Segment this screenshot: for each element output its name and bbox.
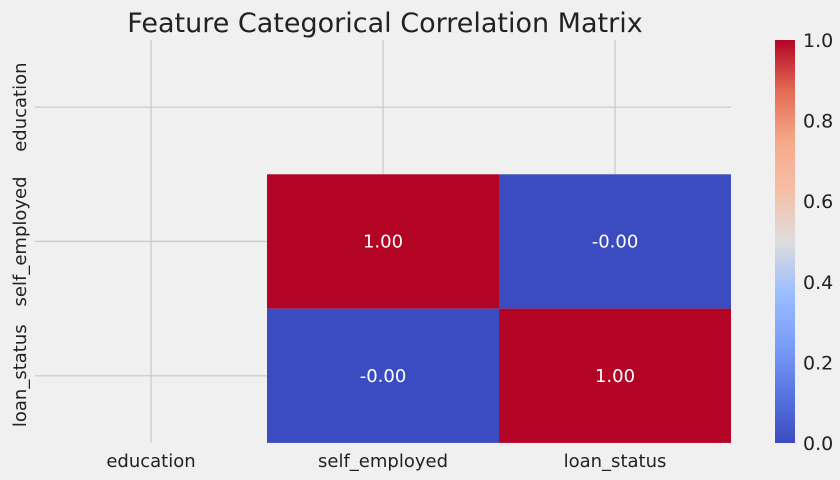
cell-value-label: -0.00	[360, 366, 407, 387]
chart-title: Feature Categorical Correlation Matrix	[127, 8, 642, 39]
colorbar-tick-label: 0.0	[803, 433, 833, 455]
colorbar	[775, 40, 795, 443]
x-tick-label: loan_status	[564, 451, 667, 472]
cell-value-label: 1.00	[363, 231, 403, 252]
x-tick-label: education	[106, 451, 195, 472]
colorbar-tick-label: 1.0	[803, 30, 833, 52]
y-tick-label: education	[10, 62, 31, 151]
y-axis-ticks: education self_employed loan_status	[10, 62, 31, 427]
heatmap-cell	[267, 308, 499, 443]
colorbar-tick-label: 0.4	[803, 272, 833, 294]
colorbar-tick-label: 0.2	[803, 352, 833, 374]
cell-value-label: -0.00	[592, 231, 639, 252]
heatmap-cell	[499, 308, 731, 443]
heatmap-cell	[267, 174, 499, 309]
colorbar-tick-label: 0.6	[803, 191, 833, 213]
cell-value-label: 1.00	[595, 366, 635, 387]
colorbar-tick-label: 0.8	[803, 111, 833, 133]
x-tick-label: self_employed	[318, 451, 448, 472]
colorbar-ticks: 0.0 0.2 0.4 0.6 0.8 1.0	[803, 30, 833, 455]
y-tick-label: loan_status	[10, 324, 31, 427]
heatmap-cell	[499, 174, 731, 309]
x-axis-ticks: education self_employed loan_status	[106, 451, 666, 472]
heatmap-cells: 1.00 -0.00 -0.00 1.00	[267, 174, 731, 443]
y-tick-label: self_employed	[10, 176, 31, 306]
